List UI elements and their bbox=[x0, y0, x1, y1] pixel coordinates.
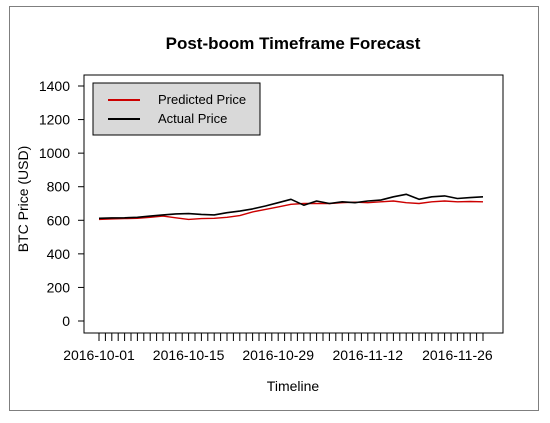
legend: Predicted Price Actual Price bbox=[92, 82, 261, 136]
legend-label-predicted: Predicted Price bbox=[158, 92, 246, 107]
series-line-actual bbox=[98, 193, 484, 220]
x-tick-label: 2016-10-01 bbox=[63, 347, 135, 363]
x-axis: 2016-10-01 2016-10-15 2016-10-29 2016-11-12… bbox=[63, 333, 493, 363]
x-tick-label: 2016-11-12 bbox=[333, 347, 404, 363]
series-layer bbox=[98, 193, 484, 221]
legend-label-actual: Actual Price bbox=[158, 111, 227, 126]
y-tick-label: 800 bbox=[47, 179, 71, 195]
y-axis: 0 200 400 600 800 1000 1200 1400 bbox=[39, 78, 84, 329]
y-tick-label: 200 bbox=[47, 279, 71, 295]
chart-frame bbox=[9, 6, 539, 411]
x-tick-label: 2016-10-15 bbox=[153, 347, 225, 363]
y-tick-label: 1000 bbox=[39, 145, 70, 161]
legend-box bbox=[92, 82, 261, 136]
chart-title: Post-boom Timeframe Forecast bbox=[166, 34, 421, 53]
plot-area bbox=[83, 74, 504, 334]
y-tick-label: 0 bbox=[62, 313, 70, 329]
x-tick-label: 2016-11-26 bbox=[422, 347, 493, 363]
y-tick-label: 1200 bbox=[39, 112, 70, 128]
y-tick-label: 1400 bbox=[39, 78, 70, 94]
y-axis-label: BTC Price (USD) bbox=[15, 146, 31, 253]
y-tick-label: 400 bbox=[47, 246, 71, 262]
y-tick-label: 600 bbox=[47, 212, 71, 228]
x-tick-label: 2016-10-29 bbox=[242, 347, 314, 363]
series-line-predicted bbox=[98, 200, 484, 221]
x-axis-label: Timeline bbox=[267, 378, 320, 394]
